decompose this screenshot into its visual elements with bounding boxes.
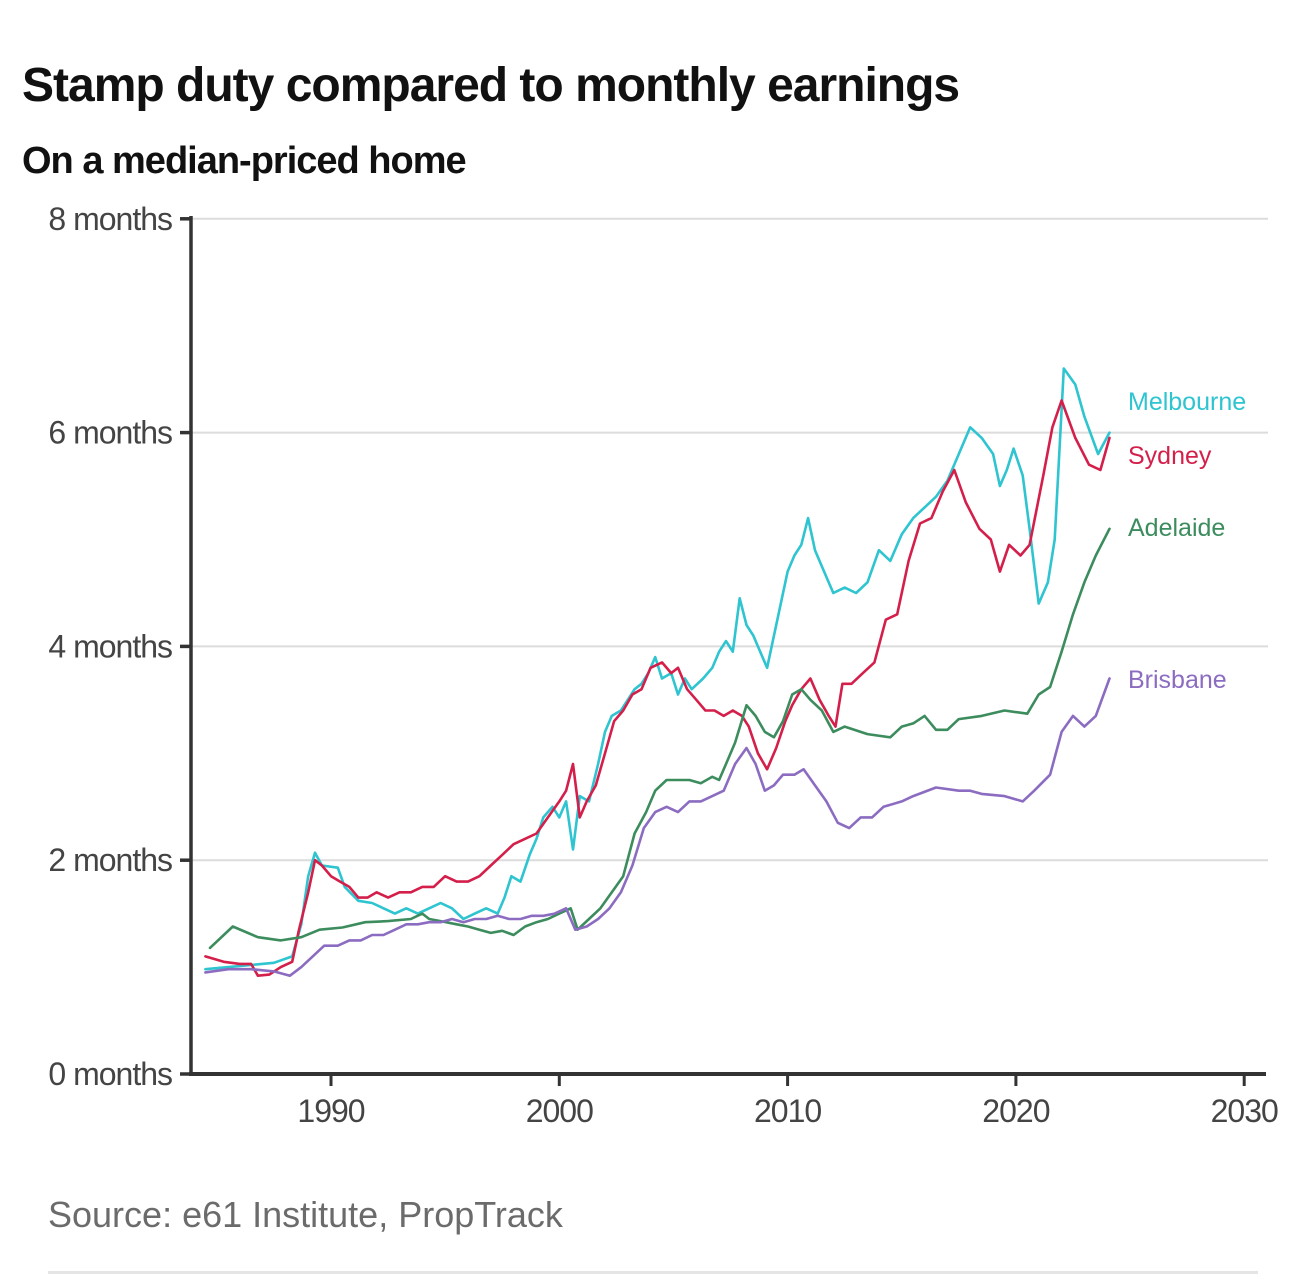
chart-title: Stamp duty compared to monthly earnings: [22, 59, 960, 112]
series-label-adelaide: Adelaide: [1128, 514, 1225, 542]
source-note: Source: e61 Institute, PropTrack: [48, 1194, 563, 1235]
y-tick-label: 2 months: [48, 842, 172, 878]
footer-divider: [48, 1271, 1258, 1274]
series-line-brisbane: [204, 677, 1111, 977]
series-labels: Melbourne Sydney Adelaide Brisbane: [1128, 388, 1246, 694]
gridlines: [191, 217, 1268, 862]
series-label-brisbane: Brisbane: [1128, 666, 1227, 694]
series-label-melbourne: Melbourne: [1128, 388, 1246, 416]
x-axis-ticks: 1990 2000 2010 2020 2030: [297, 1074, 1279, 1129]
y-tick-label: 6 months: [48, 415, 172, 451]
x-tick-label: 2000: [526, 1093, 593, 1129]
series-line-sydney: [204, 399, 1111, 977]
y-axis-ticks: 0 months 2 months 4 months 6 months 8 months: [48, 201, 191, 1092]
x-tick-label: 2020: [982, 1093, 1049, 1129]
series-line-melbourne: [204, 367, 1111, 971]
x-tick-label: 1990: [297, 1093, 364, 1129]
y-tick-label: 8 months: [48, 201, 172, 237]
y-tick-label: 4 months: [48, 628, 172, 664]
x-tick-label: 2010: [754, 1093, 821, 1129]
y-tick-label: 0 months: [48, 1056, 172, 1092]
line-chart: 0 months 2 months 4 months 6 months 8 months…: [48, 201, 1279, 1129]
series-line-adelaide: [208, 527, 1111, 950]
series-lines: [204, 367, 1111, 977]
chart-subtitle: On a median-priced home: [22, 140, 467, 182]
series-label-sydney: Sydney: [1128, 442, 1212, 470]
x-tick-label: 2030: [1211, 1093, 1278, 1129]
